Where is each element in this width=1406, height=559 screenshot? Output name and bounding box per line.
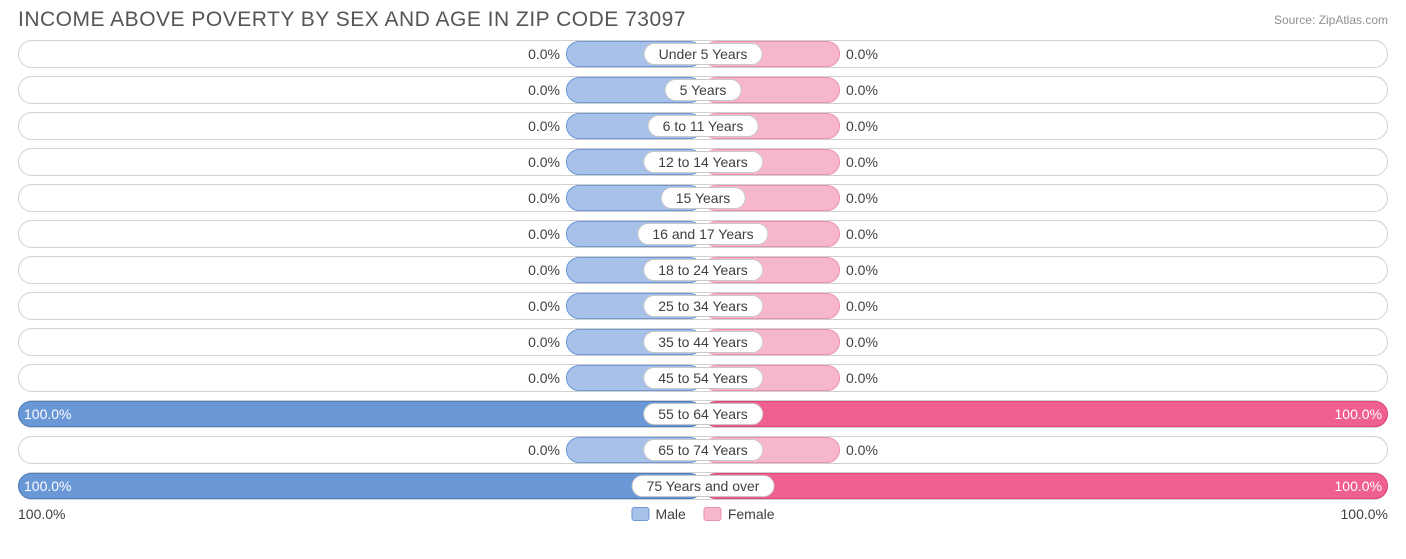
chart-row: 0.0% 0.0% 65 to 74 Years [18,436,1388,464]
chart-row: 0.0% 0.0% 35 to 44 Years [18,328,1388,356]
axis-right-label: 100.0% [1341,506,1388,522]
value-label-female: 0.0% [846,334,878,350]
value-label-female: 100.0% [1335,406,1382,422]
value-label-female: 0.0% [846,442,878,458]
bar-male [18,473,703,499]
age-label: 75 Years and over [632,475,775,497]
chart-row: 100.0% 100.0% 55 to 64 Years [18,400,1388,428]
chart-row: 0.0% 0.0% 15 Years [18,184,1388,212]
age-label: 12 to 14 Years [643,151,763,173]
value-label-male: 0.0% [528,370,560,386]
chart-row: 0.0% 0.0% 16 and 17 Years [18,220,1388,248]
value-label-female: 0.0% [846,82,878,98]
axis-row: 100.0% Male Female 100.0% [0,506,1406,522]
chart-area: 0.0%0.0%Under 5 Years0.0%0.0%5 Years0.0%… [0,36,1406,500]
legend-swatch-female [704,507,722,521]
value-label-male: 0.0% [528,298,560,314]
age-label: 18 to 24 Years [643,259,763,281]
bar-male [18,401,703,427]
chart-row: 0.0% 0.0% 12 to 14 Years [18,148,1388,176]
legend-label-female: Female [728,506,775,522]
age-label: 25 to 34 Years [643,295,763,317]
value-label-female: 100.0% [1335,478,1382,494]
value-label-female: 0.0% [846,370,878,386]
age-label: 65 to 74 Years [643,439,763,461]
value-label-female: 0.0% [846,262,878,278]
chart-source: Source: ZipAtlas.com [1274,13,1388,27]
value-label-female: 0.0% [846,154,878,170]
value-label-female: 0.0% [846,190,878,206]
value-label-female: 0.0% [846,298,878,314]
age-label: 15 Years [661,187,746,209]
value-label-male: 0.0% [528,262,560,278]
chart-row: 0.0% 0.0% Under 5 Years [18,40,1388,68]
age-label: 16 and 17 Years [637,223,768,245]
value-label-female: 0.0% [846,226,878,242]
value-label-male: 0.0% [528,82,560,98]
chart-row: 0.0% 0.0% 5 Years [18,76,1388,104]
value-label-male: 0.0% [528,442,560,458]
legend-item-female: Female [704,506,775,522]
value-label-male: 0.0% [528,334,560,350]
value-label-male: 100.0% [24,478,71,494]
age-label: 6 to 11 Years [648,115,759,137]
value-label-male: 0.0% [528,46,560,62]
value-label-female: 0.0% [846,118,878,134]
bar-female [703,473,1388,499]
age-label: 45 to 54 Years [643,367,763,389]
value-label-male: 0.0% [528,118,560,134]
chart-row: 0.0% 0.0% 18 to 24 Years [18,256,1388,284]
value-label-male: 0.0% [528,154,560,170]
chart-row: 0.0% 0.0% 45 to 54 Years [18,364,1388,392]
legend: Male Female [631,506,774,522]
chart-header: INCOME ABOVE POVERTY BY SEX AND AGE IN Z… [0,0,1406,36]
value-label-female: 0.0% [846,46,878,62]
bar-female [703,401,1388,427]
age-label: 55 to 64 Years [643,403,763,425]
age-label: 35 to 44 Years [643,331,763,353]
chart-row: 0.0% 0.0% 6 to 11 Years [18,112,1388,140]
value-label-male: 0.0% [528,190,560,206]
legend-swatch-male [631,507,649,521]
legend-item-male: Male [631,506,685,522]
legend-label-male: Male [655,506,685,522]
value-label-male: 0.0% [528,226,560,242]
chart-row: 0.0% 0.0% 25 to 34 Years [18,292,1388,320]
age-label: 5 Years [665,79,742,101]
chart-title: INCOME ABOVE POVERTY BY SEX AND AGE IN Z… [18,8,686,32]
value-label-male: 100.0% [24,406,71,422]
chart-row: 100.0% 100.0% 75 Years and over [18,472,1388,500]
age-label: Under 5 Years [644,43,763,65]
axis-left-label: 100.0% [18,506,65,522]
